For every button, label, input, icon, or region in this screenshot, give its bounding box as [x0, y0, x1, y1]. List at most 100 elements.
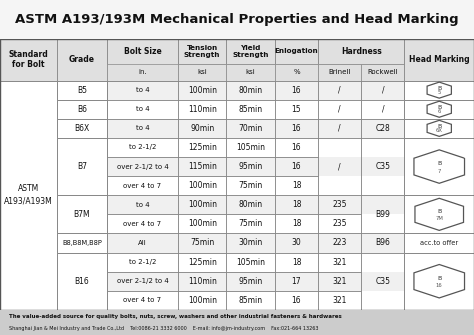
Text: 5: 5 — [438, 90, 441, 95]
Text: ksi: ksi — [246, 69, 255, 75]
Text: 223: 223 — [333, 239, 347, 248]
Bar — [275, 176, 318, 195]
Text: B5: B5 — [77, 86, 87, 95]
Bar — [0, 233, 474, 253]
Bar — [107, 233, 178, 253]
Bar — [227, 195, 275, 214]
Text: 7: 7 — [438, 169, 441, 174]
Text: Tension
Strength: Tension Strength — [184, 45, 220, 58]
Text: ASTM A193/193M Mechanical Properties and Head Marking: ASTM A193/193M Mechanical Properties and… — [15, 13, 459, 26]
Text: to 2-1/2: to 2-1/2 — [129, 259, 156, 265]
Bar — [318, 138, 361, 195]
Text: B: B — [437, 161, 441, 166]
Text: 15: 15 — [292, 105, 301, 114]
Text: B: B — [437, 209, 441, 214]
Bar — [0, 253, 474, 272]
Text: 100min: 100min — [188, 219, 217, 228]
Bar — [107, 272, 178, 291]
Bar — [178, 233, 227, 253]
Bar — [178, 214, 227, 233]
Text: 321: 321 — [333, 296, 347, 305]
Bar — [57, 233, 107, 253]
Text: 110min: 110min — [188, 105, 217, 114]
Bar — [227, 64, 275, 81]
Bar — [318, 119, 361, 138]
Bar — [0, 81, 474, 100]
Bar — [57, 138, 107, 195]
Text: over 4 to 7: over 4 to 7 — [123, 183, 162, 189]
Bar — [275, 253, 318, 272]
Text: 125min: 125min — [188, 258, 217, 267]
Polygon shape — [427, 101, 451, 117]
Text: 75min: 75min — [190, 239, 214, 248]
Text: B16: B16 — [74, 277, 89, 286]
Text: 16: 16 — [436, 283, 443, 288]
Bar — [107, 291, 178, 310]
Bar — [178, 176, 227, 195]
Text: 235: 235 — [332, 219, 347, 228]
Bar — [178, 39, 227, 64]
Polygon shape — [427, 120, 451, 136]
Bar — [275, 195, 318, 214]
Bar — [275, 100, 318, 119]
Text: 16: 16 — [292, 162, 301, 171]
Bar — [227, 39, 275, 64]
Bar — [275, 119, 318, 138]
Bar — [227, 100, 275, 119]
Bar — [57, 100, 107, 119]
Text: 235: 235 — [332, 200, 347, 209]
Bar — [275, 39, 318, 64]
Bar — [107, 81, 178, 100]
Bar — [0, 272, 474, 291]
Bar — [227, 157, 275, 176]
Bar — [0, 195, 474, 214]
Bar — [318, 291, 361, 310]
Bar — [178, 81, 227, 100]
Text: Standard
for Bolt: Standard for Bolt — [9, 50, 48, 69]
Text: /: / — [338, 162, 341, 171]
Text: Hardness: Hardness — [341, 47, 382, 56]
Text: Rockwell: Rockwell — [367, 69, 398, 75]
Text: B: B — [437, 276, 441, 281]
Text: 115min: 115min — [188, 162, 217, 171]
Bar — [57, 253, 107, 310]
Bar — [227, 272, 275, 291]
Text: Brinell: Brinell — [328, 69, 351, 75]
Text: to 2-1/2: to 2-1/2 — [129, 144, 156, 150]
Text: C35: C35 — [375, 277, 391, 286]
Text: B7: B7 — [77, 162, 87, 171]
Bar — [318, 64, 361, 81]
Text: 100min: 100min — [188, 296, 217, 305]
Text: 16: 16 — [292, 124, 301, 133]
Text: 90min: 90min — [190, 124, 214, 133]
Text: 125min: 125min — [188, 143, 217, 152]
Text: over 4 to 7: over 4 to 7 — [123, 297, 162, 303]
Bar — [57, 39, 107, 81]
Bar — [178, 195, 227, 214]
Text: to 4: to 4 — [136, 106, 149, 112]
Text: 100min: 100min — [188, 181, 217, 190]
Bar — [275, 233, 318, 253]
Text: to 4: to 4 — [136, 125, 149, 131]
Bar — [275, 138, 318, 157]
Bar — [107, 39, 178, 81]
Text: 110min: 110min — [188, 277, 217, 286]
Text: /: / — [382, 86, 384, 95]
Bar — [178, 119, 227, 138]
Text: 75min: 75min — [238, 219, 263, 228]
Bar — [275, 291, 318, 310]
Bar — [57, 119, 107, 138]
Bar — [107, 157, 178, 176]
Text: ASTM
A193/A193M: ASTM A193/A193M — [4, 185, 53, 206]
Text: B96: B96 — [375, 239, 390, 248]
Text: 80min: 80min — [238, 200, 263, 209]
Text: Enlogation: Enlogation — [274, 49, 319, 54]
Bar — [361, 64, 404, 81]
Text: 100min: 100min — [188, 200, 217, 209]
Bar — [318, 233, 361, 253]
Text: Shanghai Jian & Mei Industry and Trade Co.,Ltd    Tel:0086-21 3332 6000    E-mai: Shanghai Jian & Mei Industry and Trade C… — [9, 326, 319, 331]
Bar — [0, 291, 474, 310]
Text: Bolt Size: Bolt Size — [124, 47, 161, 56]
Bar — [318, 39, 404, 64]
Bar — [318, 272, 361, 291]
